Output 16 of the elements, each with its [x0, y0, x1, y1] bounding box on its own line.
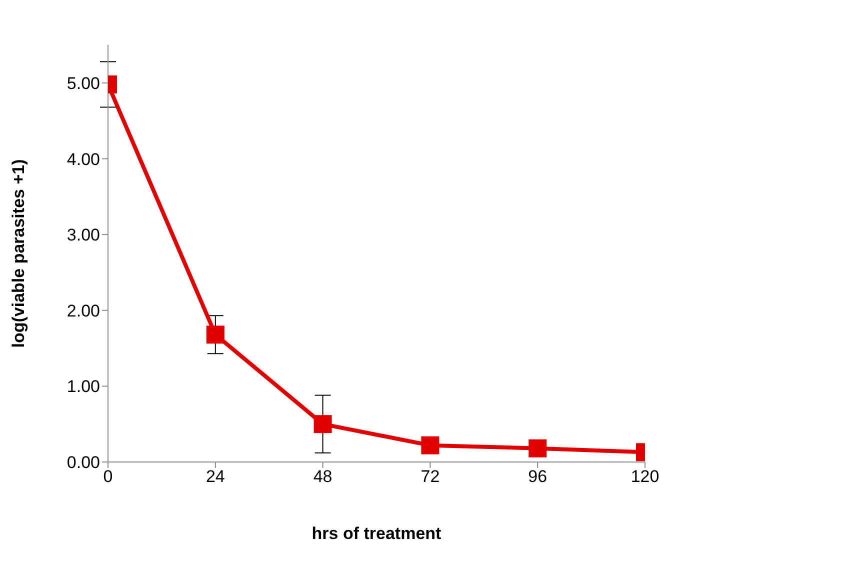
y-tick-label: 4.00	[66, 150, 100, 169]
y-tick-label: 2.00	[66, 301, 100, 320]
x-tick-label: 24	[206, 467, 225, 486]
x-tick-label: 48	[313, 467, 332, 486]
x-tick-label: 96	[528, 467, 548, 486]
x-axis-title: hrs of treatment	[312, 524, 442, 543]
point	[421, 436, 440, 454]
x-tick-label: 0	[103, 467, 113, 486]
y-axis-title: log(viable parasites +1)	[9, 159, 28, 348]
x-tick-label: 72	[420, 467, 440, 486]
x-tick-label: 120	[630, 467, 660, 486]
y-tick-label: 0.00	[66, 453, 100, 472]
y-tick-label: 3.00	[66, 226, 100, 245]
point	[314, 415, 332, 434]
y-tick-label: 5.00	[66, 74, 100, 93]
y-tick-label: 1.00	[66, 377, 100, 396]
